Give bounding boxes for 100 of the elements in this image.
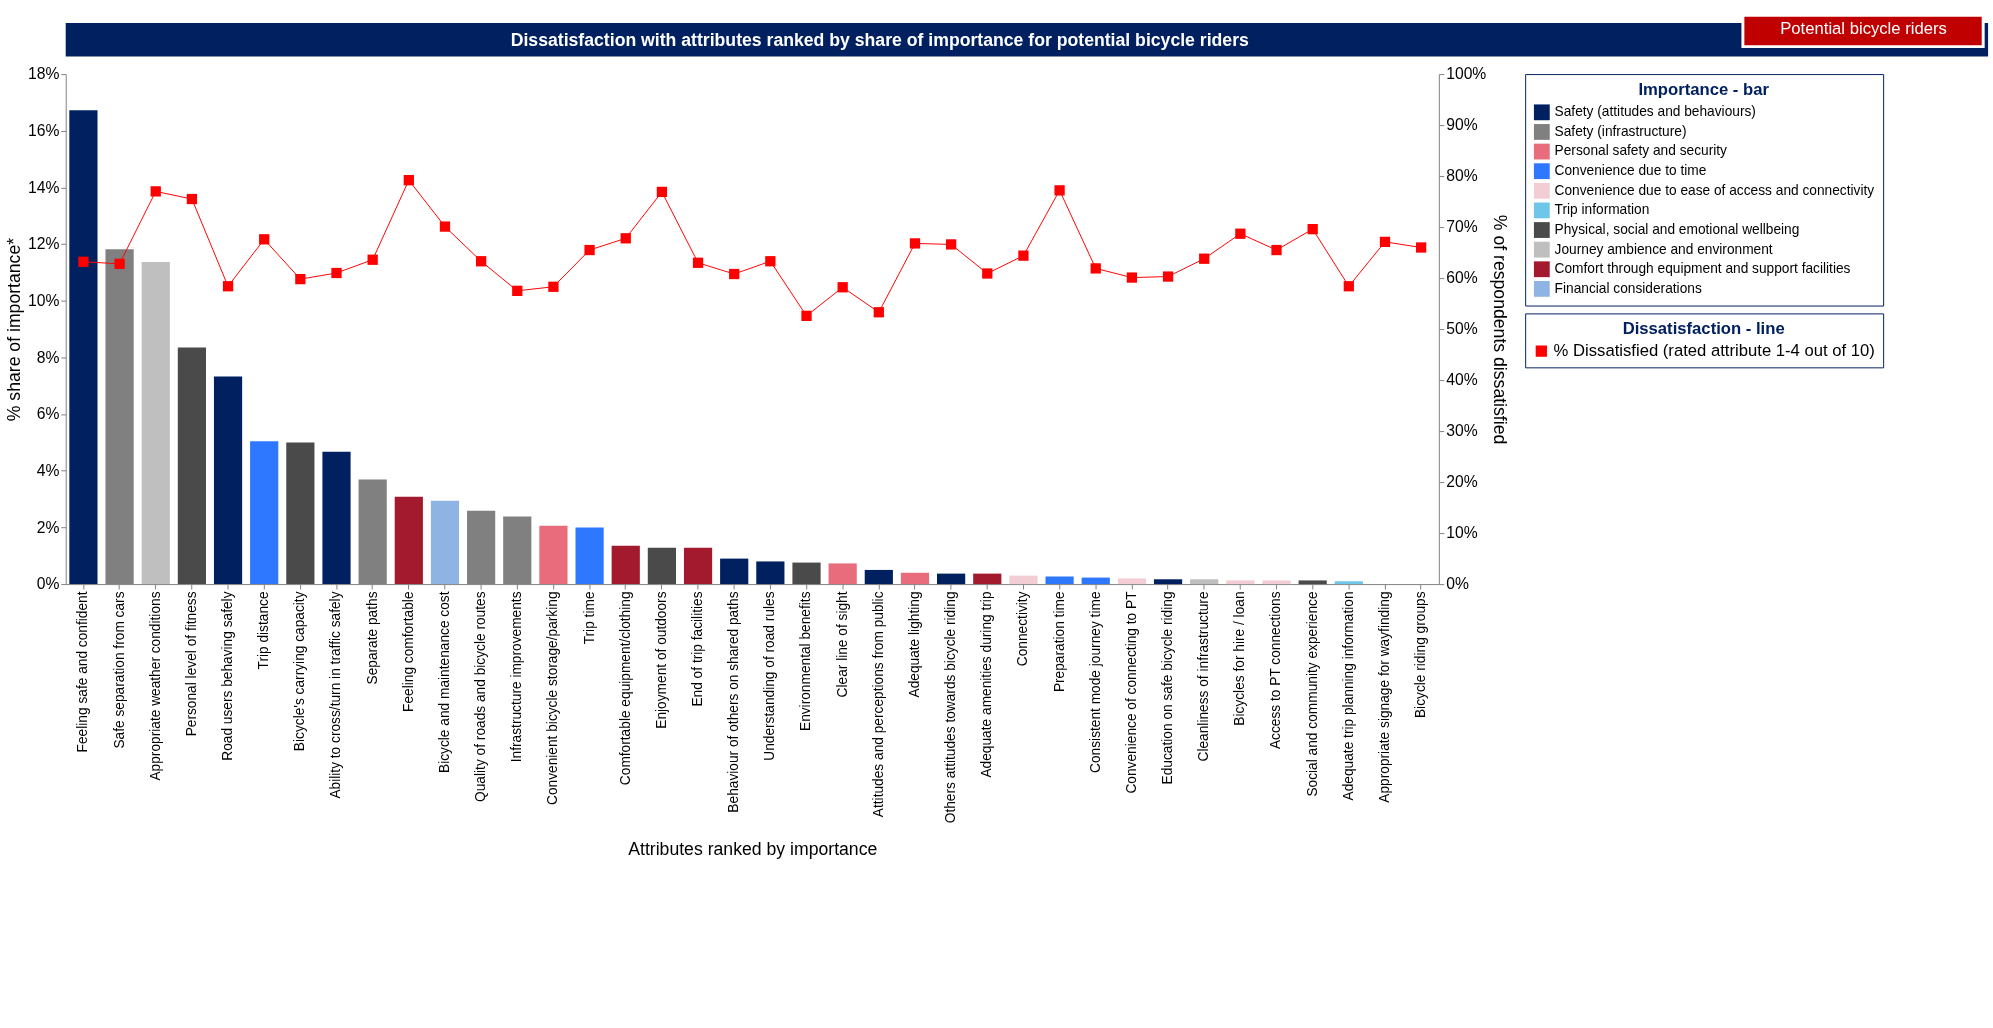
bar — [828, 563, 857, 585]
legend-label: Financial considerations — [1554, 280, 1702, 296]
y-tick-label: 8% — [36, 348, 60, 366]
x-tick-label: Others attitudes towards bicycle riding — [943, 591, 959, 824]
x-tick-label: Behaviour of others on shared paths — [726, 591, 742, 813]
x-tick-label: Safe separation from cars — [111, 591, 127, 749]
bar — [1117, 578, 1146, 585]
x-tick-label: Access to PT connections — [1268, 591, 1284, 750]
point — [1199, 253, 1210, 264]
x-tick-label: Bicycle's carrying capacity — [292, 591, 308, 752]
point — [475, 256, 487, 267]
point — [692, 257, 704, 268]
point — [1343, 281, 1354, 292]
chart-title: Dissatisfaction with attributes ranked by share of importance for potential bicycle riders — [510, 29, 1250, 50]
y-tick-label: 6% — [36, 405, 60, 423]
bar — [322, 451, 351, 585]
bar — [756, 561, 785, 585]
bar — [177, 347, 206, 585]
x-tick-label: Convenient bicycle storage/parking — [545, 591, 561, 805]
x-tick-label: End of trip facilities — [689, 591, 705, 707]
legend-label: Safety (infrastructure) — [1554, 123, 1687, 139]
point — [512, 285, 523, 296]
point — [873, 307, 884, 318]
point — [367, 254, 378, 265]
x-tick-label: Ability to cross/turn in traffic safely — [328, 591, 344, 799]
x-axis-title: Attributes ranked by importance — [628, 839, 878, 860]
bar — [900, 572, 930, 585]
bar — [141, 261, 170, 585]
bar — [394, 496, 423, 585]
x-tick-label: Education on safe bicycle riding — [1159, 591, 1175, 785]
legend-label: Comfort through equipment and support facilities — [1554, 261, 1851, 277]
bar — [683, 547, 713, 585]
point — [729, 268, 740, 280]
point — [1090, 263, 1101, 274]
point — [1054, 185, 1065, 196]
y2-tick-label: 100% — [1446, 65, 1487, 83]
text: Dissatisfaction - line — [1622, 319, 1785, 338]
y2-tick-label: 90% — [1446, 116, 1478, 134]
x-tick-label: Adequate lighting — [906, 591, 922, 698]
point — [331, 267, 342, 279]
x-tick-label: Quality of roads and bicycle routes — [473, 591, 489, 802]
bar — [611, 545, 640, 585]
point — [114, 258, 125, 269]
y2-axis-title: % of respondents dissatisfied — [1490, 214, 1511, 445]
legend-label: Journey ambience and environment — [1554, 241, 1773, 257]
bar — [937, 573, 966, 585]
x-tick-label: Adequate trip planning information — [1340, 591, 1356, 801]
y2-tick-label: 0% — [1446, 575, 1469, 593]
y2-tick-label: 60% — [1446, 269, 1478, 287]
y-tick-label: 16% — [27, 122, 60, 140]
bar — [1190, 579, 1219, 585]
x-tick-label: Comfortable equipment/clothing — [617, 591, 633, 786]
legend-label: % Dissatisfied (rated attribute 1-4 out of 10) — [1553, 341, 1875, 361]
point — [1415, 242, 1427, 253]
bar — [69, 110, 98, 585]
bar — [973, 573, 1002, 585]
bar — [286, 442, 315, 585]
point — [222, 281, 234, 292]
point — [1307, 223, 1318, 235]
bar — [1298, 580, 1327, 585]
bar — [720, 558, 749, 585]
point — [909, 238, 921, 249]
bar — [792, 562, 821, 585]
point — [439, 221, 451, 232]
bar — [539, 525, 568, 585]
x-tick-label: Infrastructure improvements — [509, 591, 525, 763]
point — [295, 273, 306, 285]
x-tick-label: Enjoyment of outdoors — [653, 591, 669, 729]
point — [837, 282, 848, 293]
x-tick-label: Convenience of connecting to PT — [1123, 590, 1139, 794]
y-tick-label: 10% — [27, 292, 60, 310]
x-tick-label: Trip distance — [256, 591, 272, 670]
y-tick-label: 4% — [36, 462, 60, 480]
point — [186, 193, 198, 205]
bar — [864, 569, 893, 585]
legend-label: Safety (attitudes and behaviours) — [1554, 104, 1756, 120]
legend-label: Personal safety and security — [1554, 143, 1728, 159]
bar — [1334, 581, 1363, 585]
bar — [575, 527, 604, 585]
x-tick-label: Environmental benefits — [798, 591, 814, 732]
x-tick-label: Trip time — [581, 591, 597, 645]
point — [259, 234, 270, 245]
bar — [430, 500, 460, 585]
point — [1126, 272, 1138, 283]
x-tick-label: Preparation time — [1051, 591, 1067, 693]
x-tick-label: Cleanliness of infrastructure — [1196, 591, 1212, 762]
point — [548, 281, 559, 292]
y2-tick-label: 20% — [1446, 473, 1478, 491]
x-tick-label: Road users behaving safely — [219, 591, 235, 761]
point — [584, 244, 595, 256]
x-tick-label: Bicycles for hire / loan — [1232, 591, 1248, 726]
bar — [213, 376, 243, 585]
x-tick-label: Consistent mode journey time — [1087, 591, 1103, 773]
x-tick-label: Appropriate signage for wayfinding — [1376, 591, 1392, 803]
bar — [1226, 580, 1255, 585]
legend-label: Convenience due to time — [1554, 163, 1707, 179]
x-tick-label: Connectivity — [1015, 591, 1031, 667]
x-tick-label: Bicycle and maintenance cost — [436, 591, 452, 773]
x-tick-label: Feeling comfortable — [400, 591, 416, 712]
point — [1018, 250, 1029, 261]
